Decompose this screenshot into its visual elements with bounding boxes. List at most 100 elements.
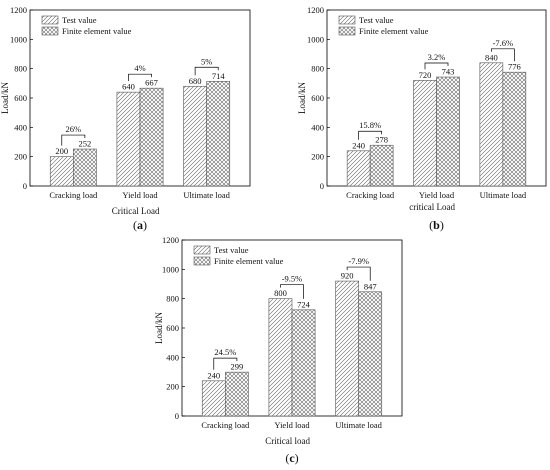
bar-value-label: 776	[508, 62, 521, 72]
x-axis-label: Critical Load	[112, 206, 160, 216]
bar-test-value	[49, 156, 74, 187]
bar-finite-element-value	[502, 71, 527, 187]
bar-value-label: 299	[231, 362, 244, 372]
x-tick-label: Yield load	[122, 190, 158, 200]
bar-finite-element-value	[369, 144, 394, 187]
y-tick-label: 1200	[162, 235, 179, 245]
bar-test-value	[116, 91, 141, 187]
category-group: 920 847 -7.9% Ultimate load	[335, 256, 383, 430]
y-tick-label: 0	[175, 411, 179, 421]
y-tick-label: 200	[14, 152, 27, 162]
category-group: 720 743 3.2% Yield load	[413, 52, 460, 200]
x-tick-label: Yield load	[419, 190, 455, 200]
bar-finite-element-value	[358, 291, 383, 417]
bar-test-value	[201, 380, 226, 417]
legend-swatch-fe	[193, 256, 211, 266]
chart-panel-3: 0 200 400 600 800 1000 1200 Load/kN 240 299 24.5% C…	[154, 235, 403, 465]
y-tick-label: 1000	[307, 34, 324, 44]
legend-entry: Finite element value	[359, 26, 429, 36]
bar-finite-element-value	[436, 76, 460, 187]
legend-swatch-test	[41, 15, 59, 25]
y-tick-label: 1000	[10, 34, 27, 44]
bar-test-value	[268, 298, 293, 417]
difference-bracket	[346, 266, 371, 281]
x-tick-label: Yield load	[274, 420, 310, 430]
legend-swatch-test	[338, 15, 356, 25]
panel-label: (c)	[285, 451, 298, 465]
bar-value-label: 920	[341, 271, 354, 281]
y-tick-label: 200	[166, 382, 179, 392]
difference-label: -7.6%	[493, 38, 514, 48]
difference-bracket	[213, 357, 238, 370]
y-tick-label: 600	[14, 93, 27, 103]
difference-label: 5%	[201, 56, 212, 66]
bar-value-label: 714	[212, 71, 226, 81]
bar-finite-element-value	[206, 80, 231, 187]
category-group: 240 299 24.5% Cracking load	[201, 347, 250, 430]
x-axis-label: Critical load	[265, 436, 310, 446]
bar-value-label: 200	[55, 146, 68, 156]
difference-label: -9.5%	[282, 274, 303, 284]
y-tick-label: 200	[311, 152, 324, 162]
legend-entry: Finite element value	[62, 26, 132, 36]
difference-label: 4%	[134, 63, 145, 73]
difference-bracket	[358, 130, 382, 140]
bar-test-value	[479, 62, 504, 187]
legend-swatch-test	[193, 245, 211, 255]
bar-value-label: 667	[145, 78, 158, 88]
category-group: 800 724 -9.5% Yield load	[268, 274, 316, 430]
y-tick-label: 1200	[10, 5, 27, 15]
bar-value-label: 680	[189, 76, 202, 86]
bar-value-label: 724	[297, 299, 311, 309]
difference-label: 15.8%	[359, 120, 381, 130]
y-tick-label: 400	[166, 352, 179, 362]
y-tick-label: 800	[166, 294, 179, 304]
y-axis-label: Load/kN	[0, 82, 10, 114]
bar-value-label: 720	[419, 70, 432, 80]
x-tick-label: Cracking load	[49, 190, 98, 200]
difference-label: 24.5%	[214, 347, 236, 357]
bar-finite-element-value	[139, 87, 164, 187]
y-tick-label: 400	[14, 122, 27, 132]
chart-panel-2: 0 200 400 600 800 1000 1200 Load/kN 240 278 15.8% C…	[297, 5, 547, 232]
y-tick-label: 0	[23, 181, 27, 191]
legend-swatch-fe	[41, 26, 59, 36]
difference-bracket	[491, 48, 515, 62]
chart-panel-1: 0 200 400 600 800 1000 1200 Load/kN 200 252 26% Cra…	[0, 5, 251, 232]
y-axis-label: Load/kN	[154, 312, 164, 344]
bar-value-label: 640	[122, 82, 135, 92]
bar-finite-element-value	[291, 309, 316, 417]
y-tick-label: 600	[166, 323, 179, 333]
y-axis-label: Load/kN	[297, 82, 307, 114]
bar-test-value	[183, 85, 207, 187]
difference-bracket	[128, 73, 152, 82]
bar-value-label: 800	[274, 288, 287, 298]
y-tick-label: 1200	[307, 5, 324, 15]
category-group: 240 278 15.8% Cracking load	[346, 120, 395, 200]
legend-entry: Test value	[214, 245, 249, 255]
legend-entry: Finite element value	[214, 256, 284, 266]
bar-test-value	[335, 280, 359, 417]
category-group: 840 776 -7.6% Ultimate load	[479, 38, 527, 200]
bar-value-label: 240	[207, 370, 220, 380]
category-group: 200 252 26% Cracking load	[49, 124, 98, 200]
legend-entry: Test value	[359, 15, 394, 25]
difference-bracket	[61, 134, 86, 146]
bar-value-label: 278	[375, 135, 388, 145]
bar-value-label: 840	[485, 52, 498, 62]
x-tick-label: Cracking load	[346, 190, 395, 200]
y-tick-label: 800	[14, 64, 27, 74]
difference-label: -7.9%	[348, 256, 369, 266]
bar-test-value	[413, 80, 437, 187]
difference-label: 3.2%	[428, 52, 446, 62]
legend-entry: Test value	[62, 15, 97, 25]
y-tick-label: 0	[320, 181, 324, 191]
difference-bracket	[194, 66, 219, 76]
difference-bracket	[280, 284, 304, 299]
bar-value-label: 240	[352, 140, 365, 150]
